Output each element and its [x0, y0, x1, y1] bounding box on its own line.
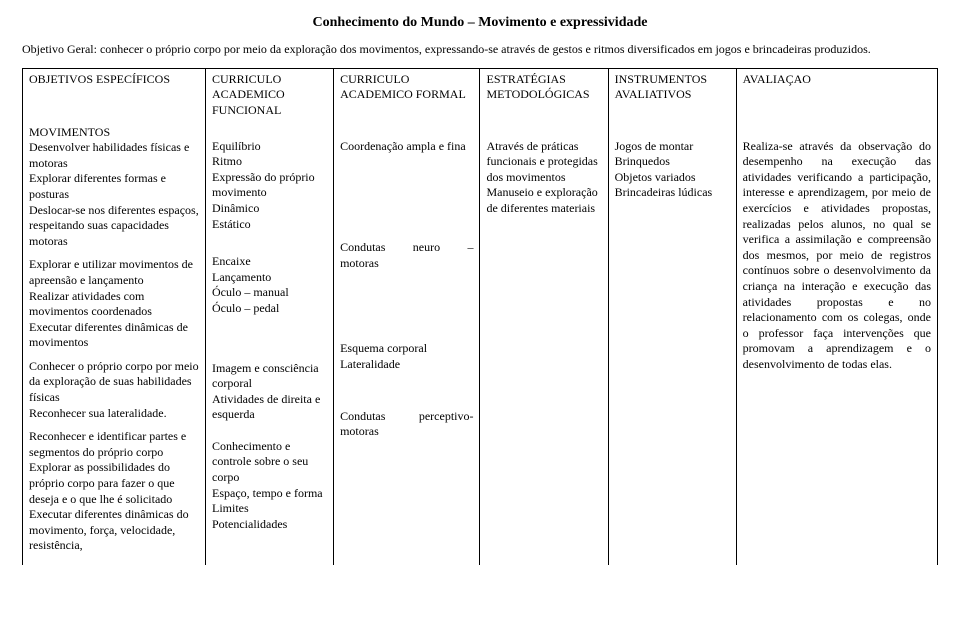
movimentos-heading: MOVIMENTOS [29, 125, 199, 141]
formal-neuro: neuro [413, 240, 440, 256]
header-estrategias: ESTRATÉGIAS METODOLÓGICAS [480, 68, 608, 121]
general-objective: Objetivo Geral: conhecer o próprio corpo… [22, 42, 938, 58]
funcional-block3: Imagem e consciência corporal Atividades… [212, 361, 327, 423]
instrumentos-block1: Jogos de montar Brinquedos Objetos varia… [615, 139, 730, 201]
funcional-block2: Encaixe Lançamento Óculo – manual Óculo … [212, 254, 327, 316]
table-header-row: OBJETIVOS ESPECÍFICOS CURRICULO ACADEMIC… [23, 68, 938, 121]
cell-instrumentos: Jogos de montar Brinquedos Objetos varia… [608, 122, 736, 565]
objetivos-block3: Conhecer o próprio corpo por meio da exp… [29, 359, 199, 421]
header-funcional: CURRICULO ACADEMICO FUNCIONAL [206, 68, 334, 121]
curriculum-table: OBJETIVOS ESPECÍFICOS CURRICULO ACADEMIC… [22, 68, 938, 565]
formal-condutas: Condutas [340, 240, 385, 256]
page-title: Conhecimento do Mundo – Movimento e expr… [22, 14, 938, 32]
formal-condutas2: Condutas [340, 409, 385, 425]
formal-block2: Condutas neuro – motoras [340, 240, 473, 271]
formal-block1: Coordenação ampla e fina [340, 139, 473, 155]
cell-estrategias: Através de práticas funcionais e protegi… [480, 122, 608, 565]
estrategias-block1: Através de práticas funcionais e protegi… [486, 139, 601, 217]
avaliacao-text: Realiza-se através da observação do dese… [743, 139, 931, 373]
formal-motoras2: motoras [340, 424, 473, 440]
objetivos-block2: Explorar e utilizar movimentos de apreen… [29, 257, 199, 351]
funcional-block1: Equilíbrio Ritmo Expressão do próprio mo… [212, 139, 327, 233]
cell-funcional: Equilíbrio Ritmo Expressão do próprio mo… [206, 122, 334, 565]
header-objetivos: OBJETIVOS ESPECÍFICOS [23, 68, 206, 121]
formal-motoras: motoras [340, 256, 473, 272]
cell-objetivos: MOVIMENTOS Desenvolver habilidades físic… [23, 122, 206, 565]
formal-dash: – [467, 240, 473, 256]
header-avaliacao: AVALIAÇAO [736, 68, 937, 121]
objetivos-block1: Desenvolver habilidades físicas e motora… [29, 140, 199, 249]
formal-block4: Condutas perceptivo- motoras [340, 409, 473, 440]
table-body-row: MOVIMENTOS Desenvolver habilidades físic… [23, 122, 938, 565]
formal-perceptivo: perceptivo- [419, 409, 474, 425]
header-formal: CURRICULO ACADEMICO FORMAL [334, 68, 480, 121]
formal-block3: Esquema corporal Lateralidade [340, 341, 473, 372]
cell-avaliacao: Realiza-se através da observação do dese… [736, 122, 937, 565]
header-instrumentos: INSTRUMENTOS AVALIATIVOS [608, 68, 736, 121]
cell-formal: Coordenação ampla e fina Condutas neuro … [334, 122, 480, 565]
objetivos-block4: Reconhecer e identificar partes e segmen… [29, 429, 199, 554]
funcional-block4: Conhecimento e controle sobre o seu corp… [212, 439, 327, 533]
